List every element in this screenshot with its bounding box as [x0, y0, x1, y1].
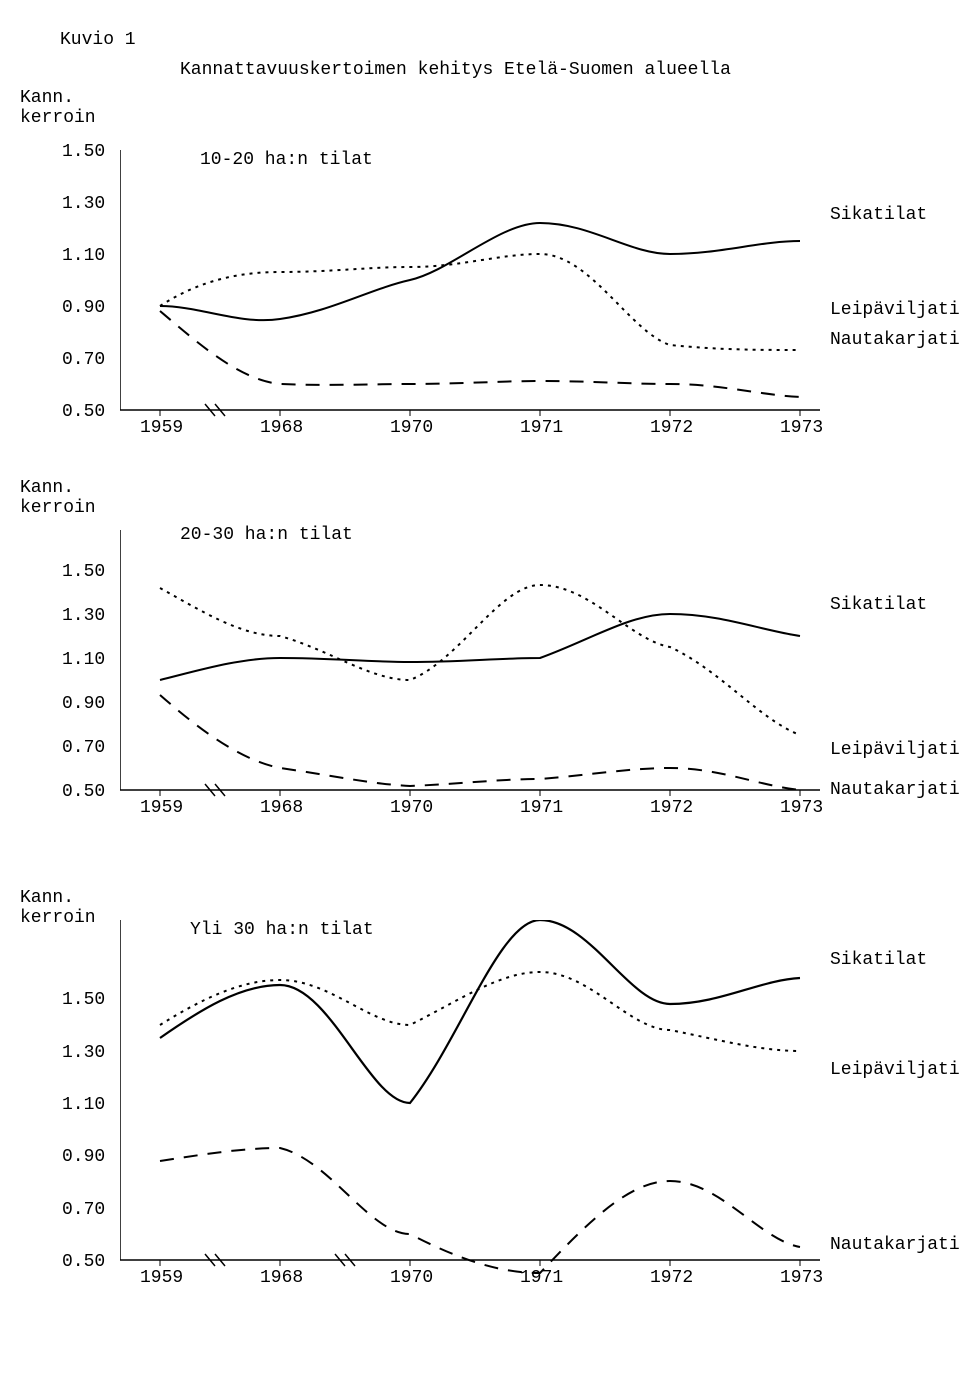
p3-yt-3: 0.90 — [62, 1147, 105, 1167]
y-axis-label-1a: Kann. — [20, 88, 74, 108]
p3-xt-4: 1972 — [650, 1268, 693, 1288]
series-sikatilat-2 — [160, 614, 800, 680]
p1-lbl-sikatilat: Sikatilat — [830, 205, 927, 225]
p2-yt-4: 0.70 — [62, 738, 105, 758]
panel-2-chart — [120, 530, 840, 810]
p2-xt-1: 1968 — [260, 798, 303, 818]
y-axis-label-2b: kerroin — [20, 498, 96, 518]
p3-yt-2: 1.10 — [62, 1095, 105, 1115]
p3-yt-4: 0.70 — [62, 1200, 105, 1220]
p1-yt-4: 0.70 — [62, 350, 105, 370]
y-axis-label-3a: Kann. — [20, 888, 74, 908]
p3-lbl-leipaviljatilat: Leipäviljatilat — [830, 1060, 960, 1080]
p1-yt-3: 0.90 — [62, 298, 105, 318]
p2-lbl-leipaviljatilat: Leipäviljatilat — [830, 740, 960, 760]
p3-yt-5: 0.50 — [62, 1252, 105, 1272]
p2-xt-4: 1972 — [650, 798, 693, 818]
p2-xt-5: 1973 — [780, 798, 823, 818]
p1-xt-1: 1968 — [260, 418, 303, 438]
panel-3-chart — [120, 920, 840, 1280]
p2-lbl-nautakarjatilat: Nautakarjatilat — [830, 780, 960, 800]
p3-lbl-sikatilat: Sikatilat — [830, 950, 927, 970]
p1-yt-2: 1.10 — [62, 246, 105, 266]
p3-xt-2: 1970 — [390, 1268, 433, 1288]
panel-1-chart — [120, 150, 840, 430]
p1-yt-0: 1.50 — [62, 142, 105, 162]
p3-xt-5: 1973 — [780, 1268, 823, 1288]
series-leipaviljatilat-1 — [160, 254, 800, 350]
series-sikatilat-1 — [160, 223, 800, 320]
p2-yt-1: 1.30 — [62, 606, 105, 626]
y-axis-label-2a: Kann. — [20, 478, 74, 498]
p2-yt-2: 1.10 — [62, 650, 105, 670]
p3-xt-0: 1959 — [140, 1268, 183, 1288]
p2-yt-5: 0.50 — [62, 782, 105, 802]
p1-yt-5: 0.50 — [62, 402, 105, 422]
p1-yt-1: 1.30 — [62, 194, 105, 214]
figure-label: Kuvio 1 — [60, 30, 136, 50]
p2-yt-0: 1.50 — [62, 562, 105, 582]
series-sikatilat-3 — [160, 920, 800, 1103]
p1-lbl-nautakarjatilat: Nautakarjatilat — [830, 330, 960, 350]
p1-xt-0: 1959 — [140, 418, 183, 438]
p3-lbl-nautakarjatilat: Nautakarjatilat — [830, 1235, 960, 1255]
series-nautakarjatilat-3 — [160, 1148, 800, 1273]
p3-yt-1: 1.30 — [62, 1043, 105, 1063]
p2-xt-0: 1959 — [140, 798, 183, 818]
p2-xt-3: 1971 — [520, 798, 563, 818]
y-axis-label-1b: kerroin — [20, 108, 96, 128]
p1-lbl-leipaviljatilat: Leipäviljatilat — [830, 300, 960, 320]
p1-xt-3: 1971 — [520, 418, 563, 438]
series-nautakarjatilat-2 — [160, 695, 800, 790]
p3-yt-0: 1.50 — [62, 990, 105, 1010]
p3-xt-1: 1968 — [260, 1268, 303, 1288]
y-axis-label-3b: kerroin — [20, 908, 96, 928]
p2-xt-2: 1970 — [390, 798, 433, 818]
p2-yt-3: 0.90 — [62, 694, 105, 714]
page: { "figure_label": "Kuvio 1", "title": "K… — [0, 0, 960, 1373]
p1-xt-2: 1970 — [390, 418, 433, 438]
p2-lbl-sikatilat: Sikatilat — [830, 595, 927, 615]
p3-xt-3: 1971 — [520, 1268, 563, 1288]
chart-title: Kannattavuuskertoimen kehitys Etelä-Suom… — [180, 60, 731, 80]
p1-xt-5: 1973 — [780, 418, 823, 438]
p1-xt-4: 1972 — [650, 418, 693, 438]
series-nautakarjatilat-1 — [160, 311, 800, 397]
